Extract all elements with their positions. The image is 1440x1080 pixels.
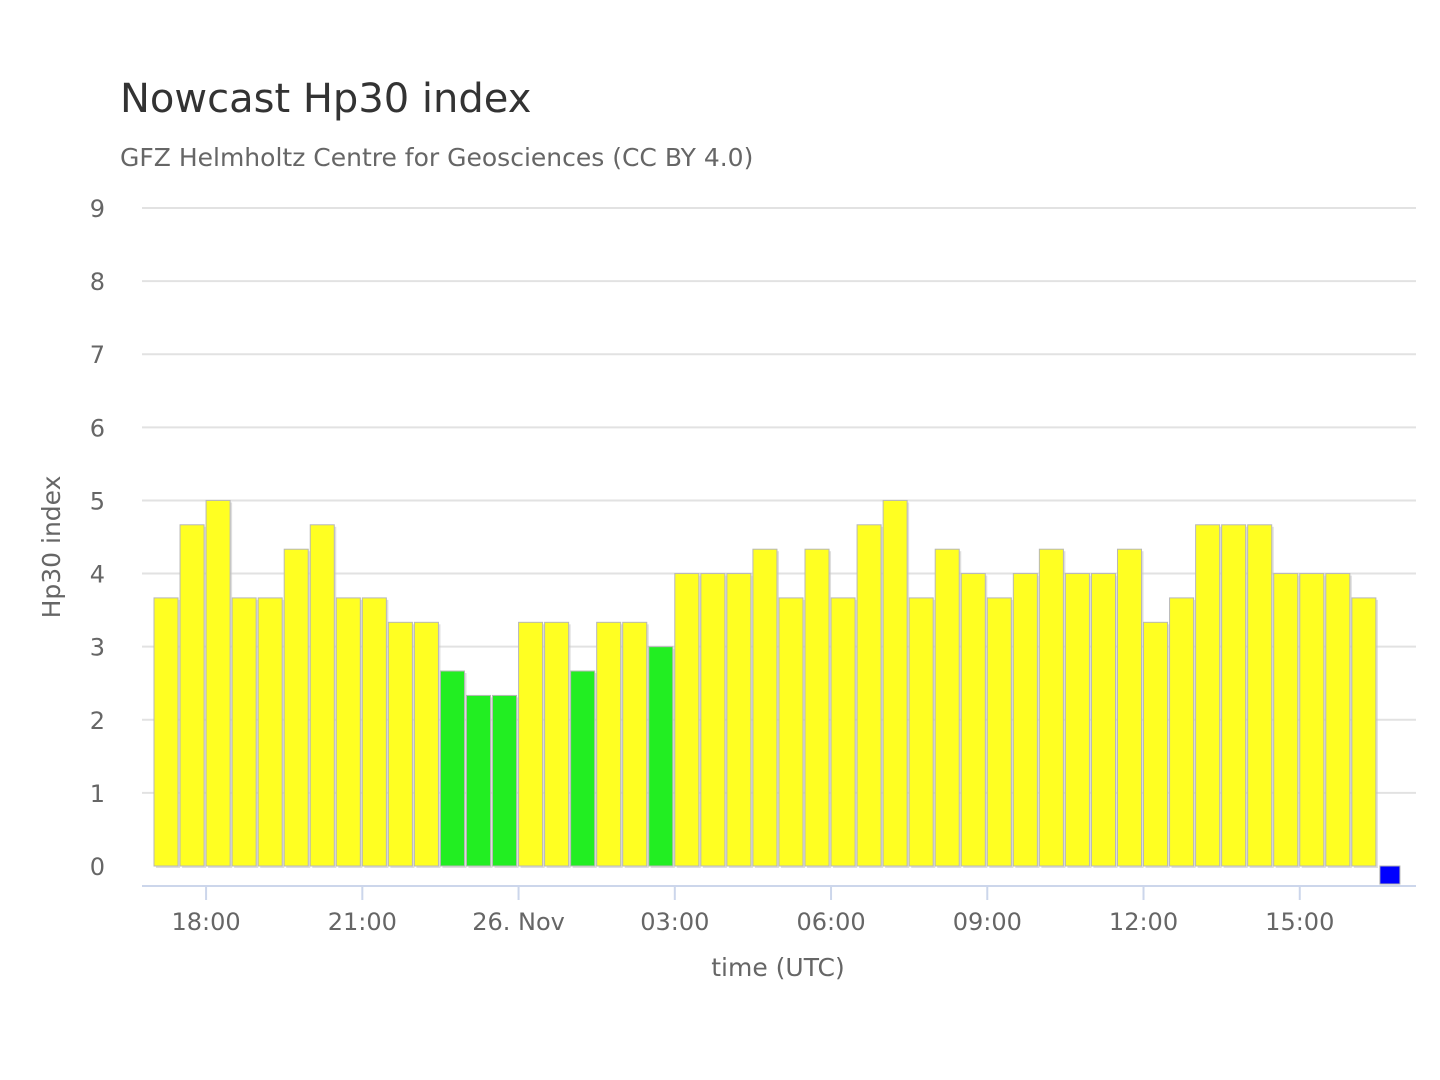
bar[interactable] [1038,548,1064,867]
x-axis-title: time (UTC) [711,953,845,982]
bar[interactable] [205,499,231,867]
bar[interactable] [1116,548,1143,867]
bar[interactable] [1379,865,1401,885]
bar[interactable] [1273,573,1299,867]
bar[interactable] [544,621,570,867]
bar[interactable] [1221,524,1247,867]
bar[interactable] [1012,573,1038,867]
x-tick-label: 09:00 [953,908,1022,936]
bar[interactable] [700,573,726,867]
y-tick-label: 2 [90,707,105,735]
bar-series [153,499,1401,885]
bar[interactable] [518,621,544,867]
y-tick-label: 9 [90,195,105,223]
x-tick-label: 18:00 [171,908,240,936]
bar[interactable] [387,621,413,867]
y-tick-label: 7 [90,341,105,369]
bar[interactable] [309,524,335,867]
bar[interactable] [1351,597,1377,867]
bar[interactable] [413,621,439,867]
x-tick-label: 12:00 [1109,908,1178,936]
bar[interactable] [179,524,205,867]
bar[interactable] [1143,621,1169,867]
y-tick-label: 5 [90,487,105,515]
bar[interactable] [960,573,986,867]
chart-title: Nowcast Hp30 index [120,76,532,122]
y-tick-label: 1 [90,780,105,808]
y-tick-label: 8 [90,268,105,296]
bar[interactable] [934,548,960,867]
bar[interactable] [465,694,492,867]
bar[interactable] [856,524,882,867]
x-tick-label: 06:00 [796,908,865,936]
bar[interactable] [804,548,830,867]
bar[interactable] [1247,524,1273,867]
bar[interactable] [596,621,622,867]
y-tick-label: 0 [90,853,105,881]
chart-subtitle: GFZ Helmholtz Centre for Geosciences (CC… [120,143,754,172]
bar[interactable] [570,670,596,867]
y-tick-label: 6 [90,414,105,442]
y-axis-ticks: 0 1 2 3 4 5 6 7 8 9 [90,195,105,881]
bar[interactable] [1064,573,1090,867]
bar[interactable] [1299,573,1325,867]
x-tick-label: 21:00 [328,908,397,936]
bar[interactable] [361,597,387,867]
bar[interactable] [908,597,934,867]
bar[interactable] [778,597,804,867]
bar[interactable] [1169,597,1195,867]
bar[interactable] [439,670,465,867]
bar[interactable] [1325,573,1351,867]
bar[interactable] [153,597,179,867]
y-tick-label: 4 [90,561,105,589]
x-axis-ticks: 18:00 21:00 26. Nov 03:00 06:00 09:00 12:00 15:… [171,886,1334,936]
bar[interactable] [492,694,518,867]
bar[interactable] [648,646,674,867]
bar[interactable] [257,597,283,867]
x-tick-label: 15:00 [1265,908,1334,936]
y-tick-label: 3 [90,634,105,662]
bar[interactable] [830,597,856,867]
bar[interactable] [335,597,361,867]
bar[interactable] [231,597,257,867]
y-axis-title: Hp30 index [37,476,66,619]
bar[interactable] [882,499,908,867]
bar[interactable] [1090,573,1116,867]
x-tick-label: 03:00 [640,908,709,936]
bar[interactable] [1195,524,1221,867]
bar[interactable] [986,597,1012,867]
bar[interactable] [622,621,648,867]
bar[interactable] [674,573,700,867]
bar[interactable] [752,548,778,867]
bar[interactable] [726,573,752,867]
bar[interactable] [283,548,309,867]
x-tick-label: 26. Nov [472,908,565,936]
